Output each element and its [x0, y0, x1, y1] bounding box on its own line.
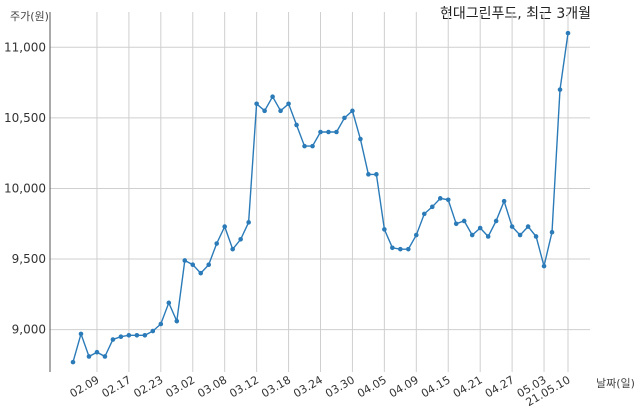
data-point: [318, 129, 323, 135]
data-point: [541, 263, 547, 269]
data-point: [78, 331, 84, 337]
data-point: [134, 332, 140, 338]
data-point: [118, 334, 124, 340]
data-point: [398, 246, 403, 252]
data-point: [86, 354, 92, 359]
data-point: [198, 270, 204, 276]
data-point: [206, 262, 212, 268]
x-tick-label: 03.08: [195, 373, 229, 400]
data-point: [350, 108, 355, 114]
data-point: [286, 101, 291, 107]
y-axis-label: 주가(원): [10, 10, 49, 23]
data-point: [501, 198, 507, 204]
y-tick-label: 9,000: [12, 323, 46, 337]
data-point: [246, 220, 251, 225]
data-point: [310, 143, 315, 149]
data-point: [222, 224, 227, 229]
data-point: [158, 321, 164, 327]
data-point: [190, 262, 196, 268]
y-tick-labels: 9,000 9,500 10,000 10,500 11,000: [4, 40, 46, 336]
x-tick-label: 04.05: [355, 373, 389, 400]
data-point: [238, 236, 243, 242]
x-tick-label: 04.27: [483, 373, 517, 400]
x-tick-label: 02.17: [100, 373, 134, 400]
x-tick-label: 04.21: [451, 373, 485, 400]
data-point: [254, 101, 259, 107]
data-point: [182, 258, 188, 263]
data-point: [414, 232, 419, 238]
data-point: [533, 234, 539, 239]
data-point: [509, 224, 515, 229]
y-tick-label: 11,000: [4, 40, 46, 54]
data-point: [94, 349, 100, 355]
data-point: [549, 229, 555, 235]
data-point: [150, 328, 156, 334]
data-point: [445, 197, 451, 203]
x-tick-label: 04.09: [387, 373, 421, 400]
data-point: [429, 204, 435, 210]
data-point: [485, 234, 491, 239]
y-tick-label: 10,500: [4, 111, 46, 125]
data-point: [390, 245, 395, 251]
data-point: [382, 227, 387, 232]
x-tick-label: 04.15: [419, 373, 453, 400]
data-point: [469, 232, 475, 238]
data-point: [262, 108, 267, 114]
data-point: [517, 232, 523, 238]
x-tick-label: 03.24: [291, 373, 325, 400]
grid-lines: [50, 12, 590, 372]
data-point: [326, 129, 331, 135]
data-point: [406, 246, 411, 252]
data-point: [174, 318, 180, 324]
data-point: [126, 332, 132, 338]
data-point: [453, 221, 459, 227]
x-tick-label: 03.02: [163, 373, 197, 400]
data-point: [366, 172, 371, 177]
x-tick-label: 03.30: [323, 373, 357, 400]
data-point: [525, 224, 531, 229]
data-point: [70, 359, 76, 365]
y-tick-label: 10,000: [4, 181, 46, 195]
data-point: [102, 354, 108, 359]
x-tick-label: 02.23: [132, 373, 166, 400]
data-point: [270, 94, 275, 100]
data-point: [230, 246, 235, 252]
data-point: [334, 129, 339, 135]
data-point: [437, 196, 443, 201]
data-point: [302, 143, 307, 149]
x-tick-label: 03.18: [259, 373, 293, 400]
data-point: [342, 115, 347, 121]
data-point: [461, 218, 467, 224]
price-series: [70, 30, 571, 365]
data-point: [565, 30, 571, 36]
data-point: [358, 136, 363, 142]
data-point: [294, 122, 299, 128]
data-point: [278, 108, 283, 114]
data-point: [142, 332, 148, 338]
y-tick-label: 9,500: [12, 252, 46, 266]
data-point: [557, 87, 563, 92]
chart-title: 현대그린푸드, 최근 3개월: [440, 6, 591, 22]
data-point: [477, 225, 483, 231]
data-point: [374, 172, 379, 177]
x-tick-label: 02.09: [68, 373, 102, 400]
data-point: [493, 218, 499, 224]
data-point: [166, 300, 172, 306]
x-tick-label: 03.12: [227, 373, 261, 400]
data-point: [421, 211, 427, 217]
x-tick-labels: 02.0902.1702.2303.0203.0803.1203.1803.24…: [68, 373, 573, 409]
data-point: [214, 241, 220, 246]
data-point: [110, 337, 116, 342]
x-axis-label: 날짜(일): [596, 376, 635, 390]
